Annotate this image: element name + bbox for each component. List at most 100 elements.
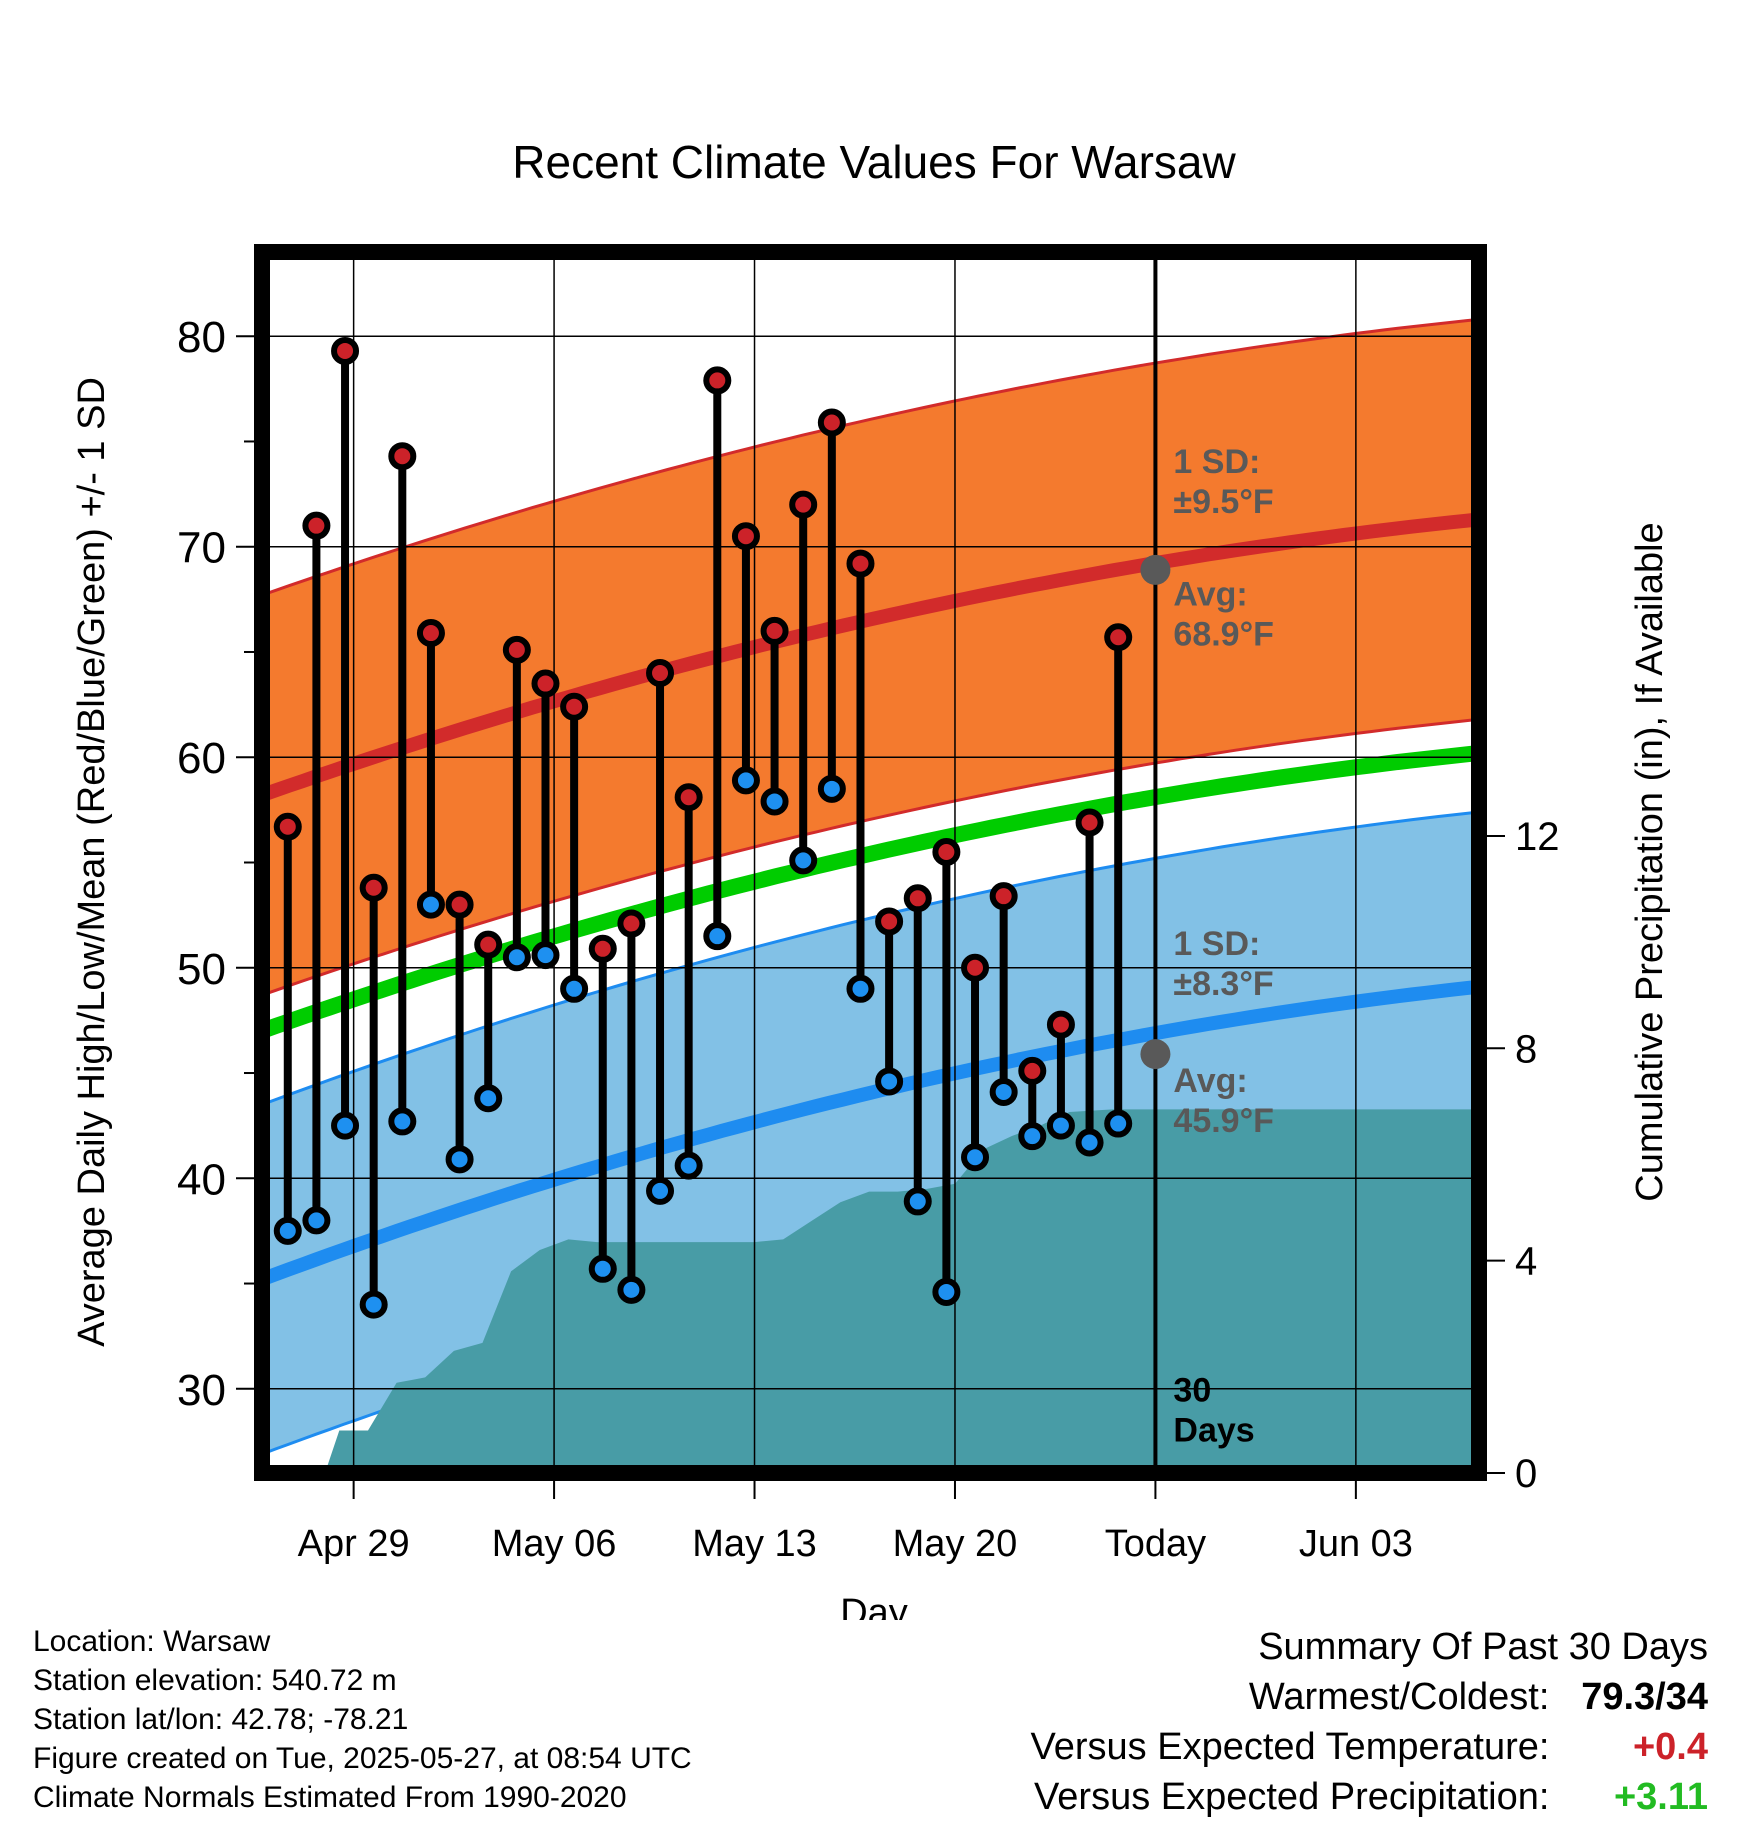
daily-low-point bbox=[703, 922, 732, 951]
summary-panel: Summary Of Past 30 Days Warmest/Coldest:… bbox=[808, 1622, 1708, 1822]
y2-tick-label: 12 bbox=[1515, 815, 1560, 859]
day-mark bbox=[1075, 808, 1104, 1157]
daily-low-point bbox=[273, 1216, 302, 1245]
day-mark bbox=[302, 511, 331, 1235]
warm-cold-row: Warmest/Coldest: 79.3/34 bbox=[808, 1672, 1708, 1722]
daily-low-point bbox=[359, 1290, 388, 1319]
y-tick-label: 70 bbox=[177, 524, 226, 573]
daily-low-point bbox=[875, 1067, 904, 1096]
daily-low-point bbox=[474, 1084, 503, 1113]
daily-high-point bbox=[273, 812, 302, 841]
day-mark bbox=[388, 442, 417, 1136]
day-mark bbox=[875, 907, 904, 1096]
warm-cold-label: Warmest/Coldest: bbox=[1248, 1676, 1550, 1718]
daily-low-point bbox=[1018, 1122, 1047, 1151]
daily-high-point bbox=[502, 635, 531, 664]
day-mark bbox=[1046, 1010, 1075, 1140]
created-text: Figure created on Tue, 2025-05-27, at 08… bbox=[33, 1742, 692, 1775]
day-mark bbox=[731, 522, 760, 795]
daily-high-point bbox=[331, 336, 360, 365]
daily-low-point bbox=[1075, 1128, 1104, 1157]
y-tick-label: 40 bbox=[177, 1155, 226, 1204]
y2-tick-label: 0 bbox=[1515, 1452, 1537, 1496]
latlon-text: Station lat/lon: 42.78; -78.21 bbox=[33, 1703, 409, 1736]
daily-high-point bbox=[646, 659, 675, 688]
day-mark bbox=[1104, 623, 1133, 1138]
temp-departure-value: +0.4 bbox=[1632, 1726, 1708, 1768]
daily-low-point bbox=[331, 1111, 360, 1140]
daily-low-point bbox=[1104, 1109, 1133, 1138]
y2-tick-label: 8 bbox=[1515, 1027, 1537, 1071]
x-tick-label: May 06 bbox=[492, 1523, 617, 1565]
daily-low-point bbox=[846, 974, 875, 1003]
today-low-average-marker bbox=[1140, 1039, 1171, 1070]
daily-low-point bbox=[588, 1254, 617, 1283]
low-sd-band-upper-edge bbox=[262, 810, 1479, 1107]
day-mark bbox=[903, 884, 932, 1216]
high-avg-label: Avg: 68.9°F bbox=[1173, 576, 1274, 654]
day-mark bbox=[588, 934, 617, 1283]
daily-low-point bbox=[961, 1143, 990, 1172]
daily-high-point bbox=[875, 907, 904, 936]
x-tick-label: May 20 bbox=[893, 1523, 1018, 1565]
daily-high-point bbox=[760, 616, 789, 645]
daily-low-point bbox=[388, 1107, 417, 1136]
day-mark bbox=[789, 490, 818, 875]
chart-title: Recent Climate Values For Warsaw bbox=[512, 136, 1236, 188]
daily-low-point bbox=[903, 1187, 932, 1216]
daily-high-point bbox=[588, 934, 617, 963]
day-mark bbox=[703, 366, 732, 951]
daily-high-point bbox=[817, 408, 846, 437]
daily-low-point bbox=[531, 941, 560, 970]
day-mark bbox=[416, 619, 445, 919]
climate-chart: Recent Climate Values For Warsaw 1 SD: ±9… bbox=[71, 136, 1671, 1620]
precip-departure-value: +3.11 bbox=[1613, 1776, 1708, 1818]
daily-mean-line bbox=[262, 745, 1479, 1039]
day-mark bbox=[474, 930, 503, 1113]
high-sd-label: 1 SD: ±9.5°F bbox=[1173, 443, 1273, 521]
low-avg-label: Avg: 45.9°F bbox=[1173, 1062, 1274, 1140]
temp-departure-row: Versus Expected Temperature: +0.4 bbox=[808, 1722, 1708, 1772]
daily-high-point bbox=[1046, 1010, 1075, 1039]
daily-low-point bbox=[1046, 1111, 1075, 1140]
daily-low-point bbox=[731, 766, 760, 795]
x-tick-label: Jun 03 bbox=[1299, 1523, 1413, 1565]
high-sd-band-lower-edge bbox=[262, 717, 1479, 997]
day-mark bbox=[932, 837, 961, 1306]
day-mark bbox=[359, 873, 388, 1319]
y2-tick-label: 4 bbox=[1515, 1240, 1537, 1284]
daily-high-point bbox=[903, 884, 932, 913]
low-sd-label: 1 SD: ±8.3°F bbox=[1173, 925, 1273, 1003]
daily-high-point bbox=[474, 930, 503, 959]
today-high-average-marker bbox=[1140, 554, 1171, 585]
daily-low-point bbox=[445, 1145, 474, 1174]
daily-high-point bbox=[961, 953, 990, 982]
normals-text: Climate Normals Estimated From 1990-2020 bbox=[33, 1781, 627, 1814]
y2-axis-label: Cumulative Precipitation (in), If Availa… bbox=[1629, 522, 1671, 1201]
y-tick-label: 80 bbox=[177, 313, 226, 362]
daily-high-point bbox=[674, 783, 703, 812]
day-mark bbox=[674, 783, 703, 1180]
days-window-label: 30 Days bbox=[1173, 1371, 1254, 1449]
daily-high-point bbox=[1104, 623, 1133, 652]
plot-area: 1 SD: ±9.5°F Avg: 68.9°F 1 SD: ±8.3°F Avg: 45.9… bbox=[262, 252, 1479, 1473]
day-mark bbox=[331, 336, 360, 1140]
daily-low-point bbox=[502, 943, 531, 972]
x-axis-label: Day bbox=[840, 1592, 908, 1620]
daily-high-point bbox=[989, 882, 1018, 911]
daily-high-point bbox=[617, 909, 646, 938]
day-mark bbox=[1018, 1056, 1047, 1151]
day-mark bbox=[617, 909, 646, 1304]
precip-departure-label: Versus Expected Precipitation: bbox=[1034, 1776, 1550, 1818]
daily-high-point bbox=[1018, 1056, 1047, 1085]
day-mark bbox=[273, 812, 302, 1245]
precipitation-area bbox=[324, 1109, 1479, 1473]
day-mark bbox=[560, 692, 589, 1003]
daily-high-point bbox=[703, 366, 732, 395]
daily-high-point bbox=[731, 522, 760, 551]
elevation-text: Station elevation: 540.72 m bbox=[33, 1664, 397, 1697]
daily-low-point bbox=[760, 787, 789, 816]
daily-high-point bbox=[846, 549, 875, 578]
temp-departure-label: Versus Expected Temperature: bbox=[1030, 1726, 1550, 1768]
daily-high-point bbox=[359, 873, 388, 902]
